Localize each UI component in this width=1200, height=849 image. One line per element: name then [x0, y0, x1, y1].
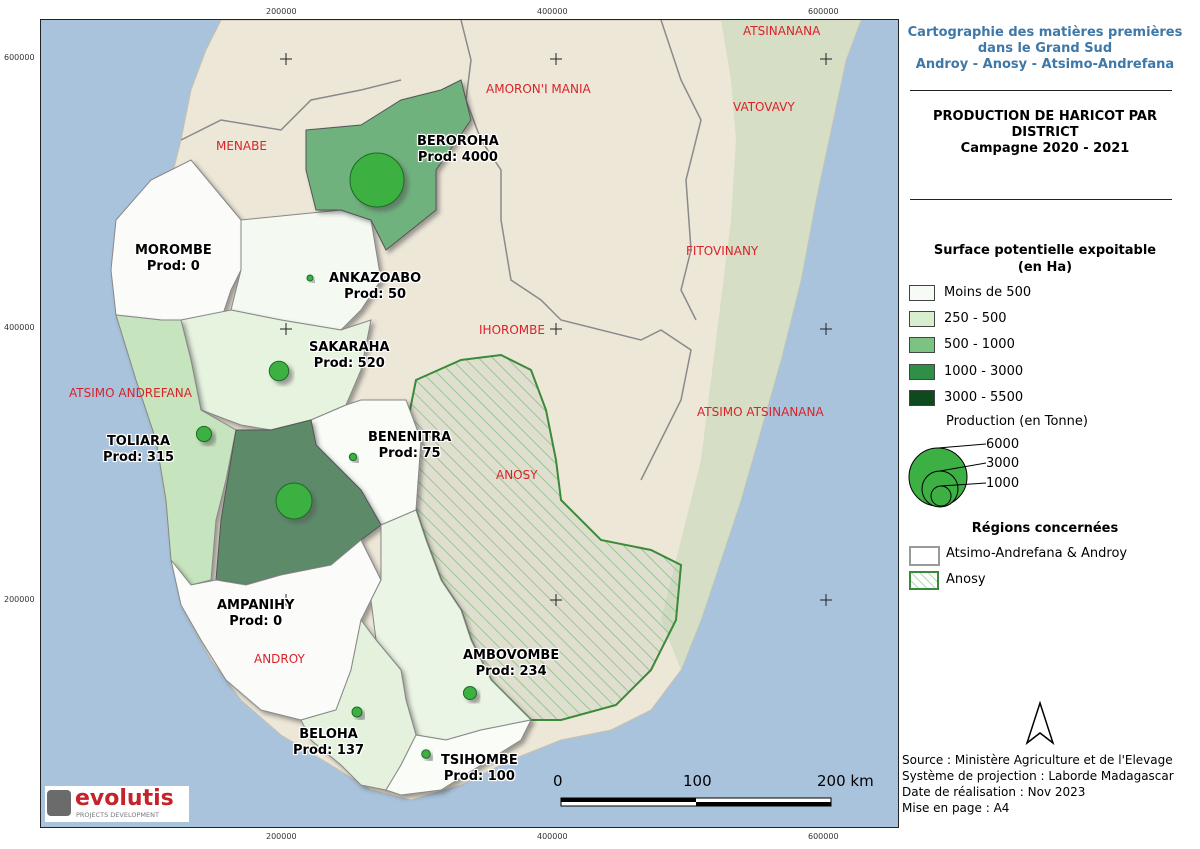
region-label-atsimo-andrefana: ATSIMO ANDREFANA — [69, 386, 192, 400]
map-title-line1: Cartographie des matières premières — [907, 25, 1183, 40]
region-label-menabe: MENABE — [216, 139, 267, 153]
region-label-atsinanana: ATSINANANA — [743, 24, 821, 38]
evolutis-logo: evolutis PROJECTS DEVELOPMENT — [45, 786, 189, 822]
coord-bottom-2: 400000 — [537, 832, 568, 841]
map-canvas — [110, 20, 862, 807]
subtitle-line3: Campagne 2020 - 2021 — [960, 141, 1130, 156]
coord-left-1: 600000 — [4, 53, 35, 62]
subtitle-line2: DISTRICT — [1011, 125, 1079, 140]
scale-label-200: 200 km — [817, 772, 874, 790]
coord-top-2: 400000 — [537, 7, 568, 16]
coord-top-3: 600000 — [808, 7, 839, 16]
district-label-benenitra: BENENITRA Prod: 75 — [368, 430, 452, 461]
map-title-line2: dans le Grand Sud — [977, 41, 1113, 56]
district-label-toliara: TOLIARA Prod: 315 — [103, 434, 175, 465]
region-legend-anosy: Anosy — [946, 572, 986, 587]
region-boundary — [180, 79, 402, 141]
production-circle — [275, 482, 313, 520]
district-label-morombe: MOROMBE Prod: 0 — [135, 243, 212, 274]
class-label-1: Moins de 500 — [944, 285, 1032, 300]
production-circle-beroroha — [349, 152, 405, 208]
regions-title: Régions concernées — [971, 521, 1119, 536]
logo-mark-icon — [47, 790, 71, 816]
district-label-sakaraha: SAKARAHA Prod: 520 — [309, 340, 390, 371]
coord-bottom-1: 200000 — [266, 832, 297, 841]
map-title-line3: Androy - Anosy - Atsimo-Andrefana — [915, 57, 1175, 72]
swatch-class-5 — [909, 390, 935, 406]
swatch-class-2 — [909, 311, 935, 327]
logo-tagline: PROJECTS DEVELOPMENT — [76, 811, 159, 819]
coord-top-1: 200000 — [266, 7, 297, 16]
production-circle-tsihombe — [421, 749, 431, 759]
forest-strip — [661, 20, 861, 670]
district-beloha — [300, 618, 417, 791]
map[interactable]: ATSINANANA AMORON'I MANIA VATOVAVY MENAB… — [40, 19, 899, 828]
size-label-3000: 3000 — [986, 456, 1020, 471]
coord-left-3: 200000 — [4, 595, 35, 604]
district-label-beroroha: BEROROHA Prod: 4000 — [417, 134, 499, 165]
region-label-fitovinany: FITOVINANY — [686, 244, 759, 258]
grid-crosses — [280, 53, 832, 606]
production-size-legend — [908, 443, 987, 508]
coord-bottom-3: 600000 — [808, 832, 839, 841]
production-title: Production (en Tonne) — [946, 414, 1088, 429]
region-boundary — [660, 20, 702, 321]
surface-title-2: (en Ha) — [1017, 260, 1073, 275]
scale-bar — [560, 797, 832, 807]
size-label-1000: 1000 — [986, 476, 1020, 491]
district-tsihombe — [385, 719, 532, 796]
region-boundary — [460, 20, 692, 481]
class-label-3: 500 - 1000 — [944, 337, 1015, 352]
production-circle-beloha — [351, 706, 363, 718]
class-label-4: 1000 - 3000 — [944, 364, 1024, 379]
divider — [910, 199, 1172, 200]
footer-source: Source : Ministère Agriculture et de l'E… — [902, 753, 1173, 767]
footer-date: Date de réalisation : Nov 2023 — [902, 785, 1086, 799]
size-label-6000: 6000 — [986, 437, 1020, 452]
production-circle-sakaraha — [268, 360, 290, 382]
region-label-ihorombe: IHOROMBE — [479, 323, 545, 337]
footer-projection: Système de projection : Laborde Madagasc… — [902, 769, 1174, 783]
legend-panel: Cartographie des matières premières dans… — [900, 19, 1190, 826]
district-ankazoabo — [230, 209, 382, 331]
production-circle-ambovombe — [462, 685, 478, 701]
class-label-2: 250 - 500 — [944, 311, 1007, 326]
swatch-region-atsimo — [909, 546, 940, 566]
class-label-5: 3000 - 5500 — [944, 390, 1024, 405]
swatch-class-4 — [909, 364, 935, 380]
subtitle-line1: PRODUCTION DE HARICOT PAR — [932, 109, 1157, 124]
district-label-beloha: BELOHA Prod: 137 — [293, 727, 365, 758]
size-circle-1000 — [930, 485, 952, 507]
swatch-class-3 — [909, 337, 935, 353]
district-label-ampanihy: AMPANIHY Prod: 0 — [217, 598, 295, 629]
footer-layout: Mise en page : A4 — [902, 801, 1010, 815]
production-circle-benenitra — [348, 452, 358, 462]
swatch-class-1 — [909, 285, 935, 301]
scale-label-100: 100 — [683, 772, 712, 790]
region-label-atsimo-atsinanana: ATSIMO ATSINANANA — [697, 405, 824, 419]
district-label-ankazoabo: ANKAZOABO Prod: 50 — [329, 271, 422, 302]
region-legend-atsimo: Atsimo-Andrefana & Androy — [946, 546, 1128, 561]
district-label-tsihombe: TSIHOMBE Prod: 100 — [441, 753, 518, 784]
production-circles — [195, 152, 478, 759]
district-label-ambovombe: AMBOVOMBE Prod: 234 — [463, 648, 560, 679]
production-circle-toliara — [195, 425, 213, 443]
coord-left-2: 400000 — [4, 323, 35, 332]
logo-brand: evolutis — [75, 786, 174, 811]
region-label-vatovavy: VATOVAVY — [733, 100, 795, 114]
scale-label-0: 0 — [553, 772, 563, 790]
district-morombe — [110, 159, 252, 321]
divider — [910, 90, 1172, 91]
region-label-amoron: AMORON'I MANIA — [486, 82, 591, 96]
region-label-androy: ANDROY — [254, 652, 305, 666]
north-arrow-icon — [1025, 701, 1055, 746]
surface-title-1: Surface potentielle expoitable — [933, 243, 1157, 258]
district-toliara — [115, 314, 237, 586]
swatch-region-anosy — [909, 571, 939, 590]
region-label-anosy: ANOSY — [496, 468, 538, 482]
production-circle-ankazoabo — [306, 274, 314, 282]
